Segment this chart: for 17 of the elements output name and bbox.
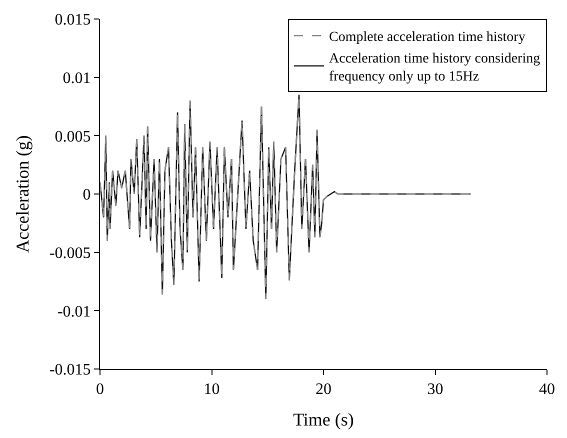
y-tick-label: 0.015 xyxy=(54,12,91,29)
line-series xyxy=(100,94,472,300)
y-axis-title: Acceleration (g) xyxy=(12,135,33,253)
x-axis-title: Time (s) xyxy=(293,409,354,430)
y-tick-label: -0.015 xyxy=(49,362,91,379)
legend-label: Acceleration time history considering frequency only up to 15Hz xyxy=(329,51,540,84)
y-tick-label: 0 xyxy=(82,186,91,204)
x-tick-label: 20 xyxy=(316,381,332,398)
y-tick-label: 0.005 xyxy=(54,128,91,146)
x-tick-label: 40 xyxy=(539,381,555,398)
y-tick-label: 0.01 xyxy=(62,70,91,87)
x-tick-label: 0 xyxy=(96,381,104,398)
x-tick-label: 10 xyxy=(204,381,220,398)
legend-label: Complete acceleration time history xyxy=(329,30,526,46)
y-tick-label: -0.005 xyxy=(49,244,91,262)
y-tick-label: -0.01 xyxy=(57,303,91,320)
x-tick-label: 30 xyxy=(427,381,444,398)
